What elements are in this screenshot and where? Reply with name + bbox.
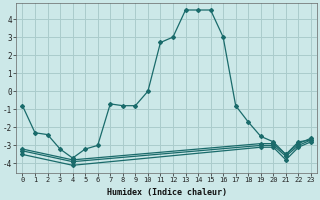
X-axis label: Humidex (Indice chaleur): Humidex (Indice chaleur) [107,188,227,197]
